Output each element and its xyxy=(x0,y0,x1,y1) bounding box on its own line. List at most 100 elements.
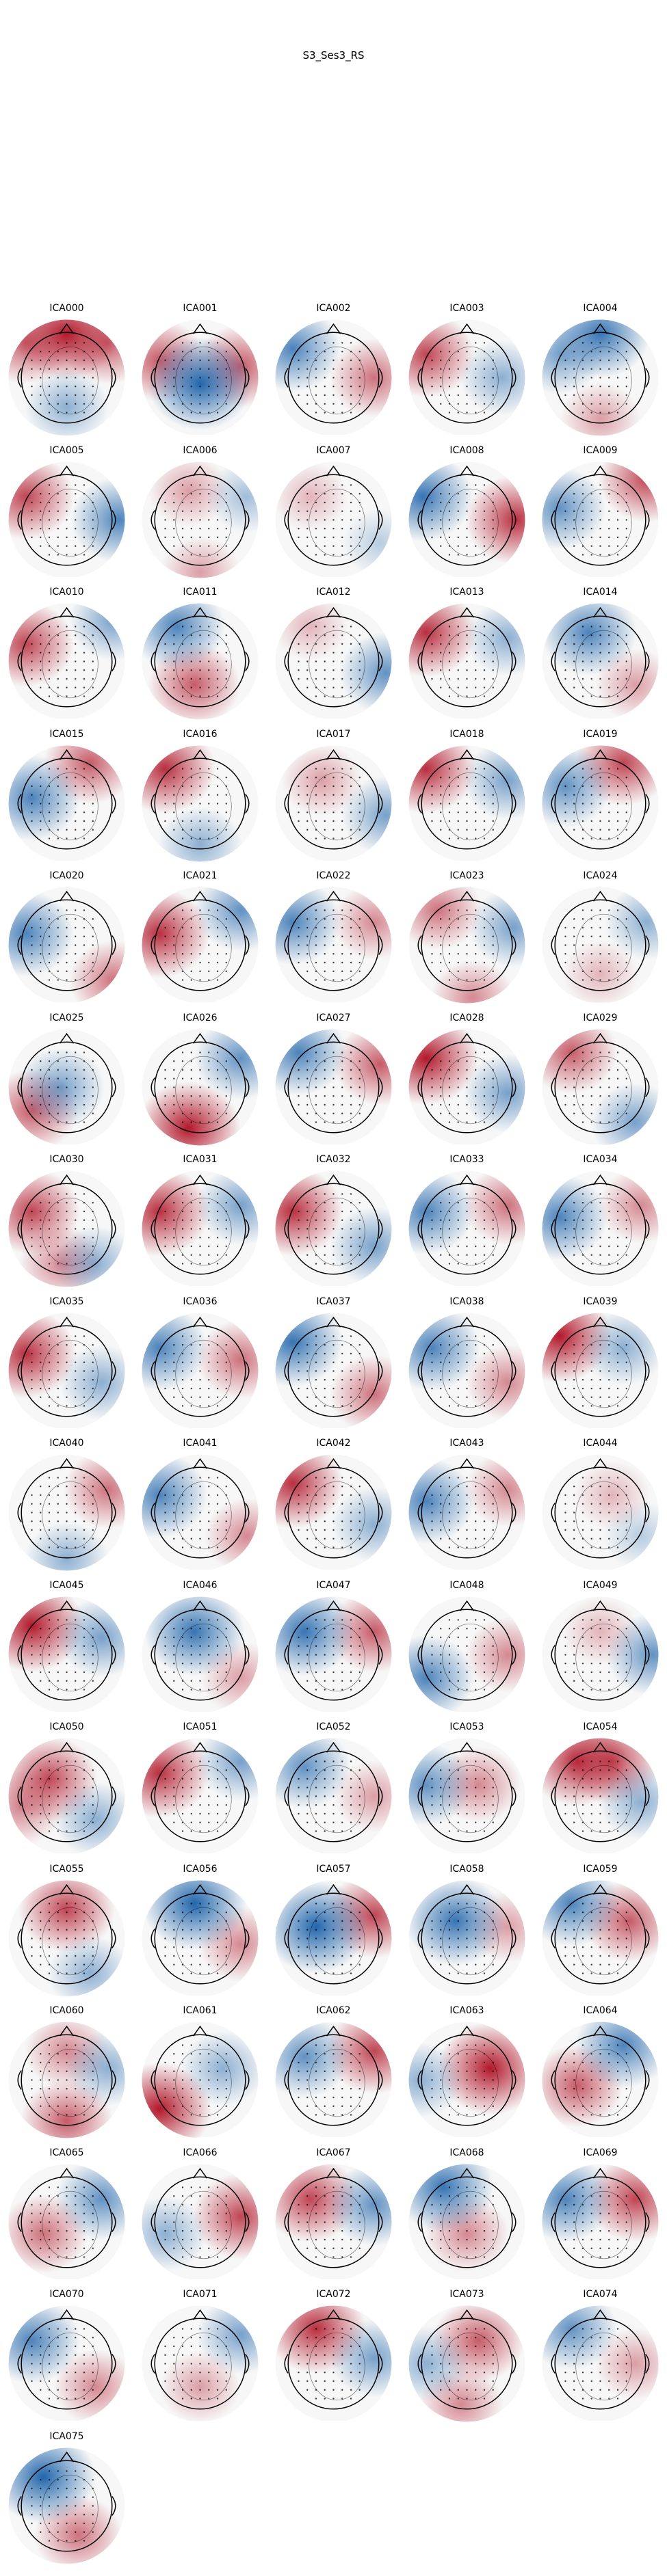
topomap-ica024: ICA024 xyxy=(534,870,667,1010)
contour-line xyxy=(175,913,232,982)
topomap-plot xyxy=(408,1880,525,1996)
left-ear-outline xyxy=(151,1360,155,1381)
positive-weight-region xyxy=(275,461,349,531)
negative-weight-region xyxy=(157,806,243,861)
topomap-ica049: ICA049 xyxy=(534,1580,667,1720)
right-ear-outline xyxy=(645,2212,650,2232)
negative-weight-region xyxy=(196,1738,259,1801)
nose-outline xyxy=(326,1174,341,1185)
left-ear-outline xyxy=(284,1928,289,1948)
right-ear-outline xyxy=(378,1786,383,1806)
left-ear-outline xyxy=(151,935,155,955)
sensor-markers xyxy=(298,2186,361,2258)
topomap-ica066: ICA066 xyxy=(133,2147,267,2287)
topomap-plot xyxy=(142,2164,259,2279)
negative-weight-region xyxy=(24,368,109,436)
nose-outline xyxy=(192,1458,208,1469)
sensor-markers xyxy=(31,2044,94,2116)
negative-weight-region xyxy=(463,1053,525,1133)
contour-line xyxy=(42,2048,99,2117)
left-ear-outline xyxy=(151,1786,155,1806)
topomap-plot xyxy=(542,603,659,720)
nose-outline xyxy=(192,2167,208,2179)
topomap-title: ICA075 xyxy=(49,2430,84,2442)
contour-line xyxy=(442,1056,499,1124)
contour-line xyxy=(175,630,232,699)
negative-weight-region xyxy=(8,754,81,841)
head-outline xyxy=(21,1183,113,1275)
contour-line xyxy=(442,1197,499,1266)
positive-weight-region xyxy=(142,745,216,814)
right-ear-outline xyxy=(112,1360,116,1381)
topomap-title: ICA023 xyxy=(449,870,484,881)
sensor-markers xyxy=(298,483,361,556)
head-outline xyxy=(554,1041,646,1133)
sensor-markers xyxy=(164,2044,227,2116)
nose-outline xyxy=(459,1174,475,1185)
head-outline xyxy=(154,1183,246,1275)
sensor-markers xyxy=(564,2186,627,2258)
topomap-title: ICA071 xyxy=(183,2289,218,2300)
negative-weight-region xyxy=(408,1458,475,1544)
sensor-markers xyxy=(564,1051,627,1123)
contour-line xyxy=(575,1056,632,1124)
topomap-plot xyxy=(142,461,259,578)
right-ear-outline xyxy=(112,2354,116,2374)
nose-outline xyxy=(59,1032,75,1044)
negative-weight-region xyxy=(542,2164,614,2242)
right-ear-outline xyxy=(112,1219,116,1239)
topomap-ica029: ICA029 xyxy=(534,1012,667,1153)
sensor-markers xyxy=(564,626,627,697)
negative-weight-region xyxy=(581,1313,659,1386)
negative-weight-region xyxy=(275,2022,351,2098)
topomap-title: ICA065 xyxy=(49,2147,84,2158)
contour-line xyxy=(42,1481,99,1550)
head-outline xyxy=(154,1750,246,1842)
topomap-plot xyxy=(142,1880,259,1996)
sensor-markers xyxy=(31,1051,94,1123)
topomap-ica050: ICA050 xyxy=(0,1721,133,1862)
topomap-title: ICA074 xyxy=(583,2289,618,2300)
right-ear-outline xyxy=(512,652,516,671)
negative-weight-region xyxy=(599,1764,659,1840)
right-ear-outline xyxy=(112,368,116,388)
right-ear-outline xyxy=(645,652,650,671)
sensor-markers xyxy=(31,1902,94,1974)
contour-line xyxy=(175,1056,232,1124)
negative-weight-region xyxy=(275,1313,343,1386)
topomap-ica041: ICA041 xyxy=(133,1438,267,1578)
topomap-title: ICA070 xyxy=(49,2289,84,2300)
left-ear-outline xyxy=(417,1786,422,1806)
right-ear-outline xyxy=(645,793,650,814)
topomap-plot xyxy=(542,1454,659,1570)
topomap-ica075: ICA075 xyxy=(0,2431,133,2571)
topomap-plot xyxy=(142,2022,259,2138)
sensor-markers xyxy=(564,767,627,840)
sensor-markers xyxy=(298,909,361,981)
sensor-markers xyxy=(298,1051,361,1123)
topomap-title: ICA073 xyxy=(449,2289,484,2300)
head-outline xyxy=(154,473,246,566)
topomap-plot xyxy=(542,461,659,577)
nose-outline xyxy=(59,2309,75,2320)
left-ear-outline xyxy=(417,1928,422,1948)
left-ear-outline xyxy=(284,1503,289,1522)
positive-weight-region xyxy=(465,1454,525,1527)
positive-weight-region xyxy=(562,939,639,1004)
topomap-plot xyxy=(8,1313,125,1428)
nose-outline xyxy=(192,1883,208,1895)
right-ear-outline xyxy=(378,368,383,388)
topomap-plot xyxy=(275,1880,392,1996)
topomap-plot xyxy=(542,1596,659,1712)
right-ear-outline xyxy=(378,1928,383,1948)
head-outline xyxy=(287,1183,380,1275)
topomap-ica046: ICA046 xyxy=(133,1580,267,1720)
topomap-title: ICA010 xyxy=(49,587,84,598)
head-outline xyxy=(421,1750,513,1842)
nose-outline xyxy=(592,1883,608,1895)
contour-line xyxy=(42,1056,99,1124)
negative-weight-region xyxy=(8,890,75,977)
contour-line xyxy=(575,1765,632,1834)
negative-weight-region xyxy=(408,1880,506,1965)
head-outline xyxy=(21,1892,113,1985)
